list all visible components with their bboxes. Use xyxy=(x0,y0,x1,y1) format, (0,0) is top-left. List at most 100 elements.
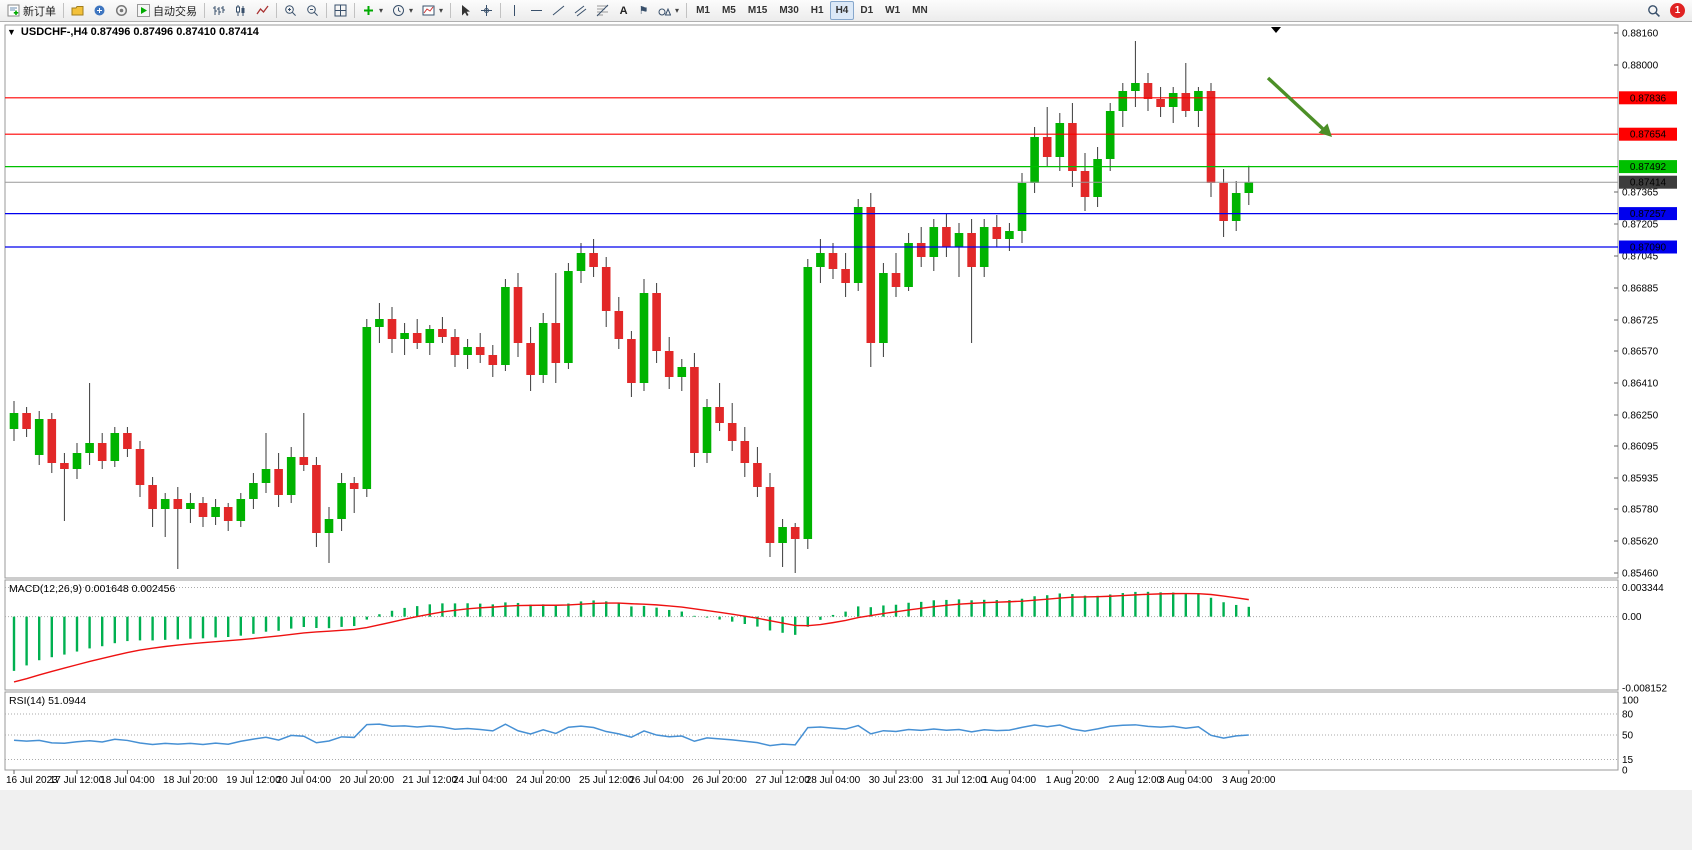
panel-resize-handle[interactable] xyxy=(5,687,1618,695)
indicators-button[interactable]: ▾ xyxy=(358,1,387,20)
bar-chart-button[interactable] xyxy=(208,1,229,20)
candle-body xyxy=(236,499,246,521)
cursor-tool-button[interactable] xyxy=(454,1,475,20)
candle-body xyxy=(816,253,825,267)
new-order-icon xyxy=(7,4,20,17)
notification-badge[interactable]: 1 xyxy=(1670,3,1685,18)
dropdown-caret-icon: ▾ xyxy=(439,6,444,15)
periods-button[interactable]: ▾ xyxy=(388,1,417,20)
dropdown-caret-icon: ▾ xyxy=(379,6,384,15)
toolbar-separator xyxy=(354,3,355,18)
time-axis-label: 1 Aug 20:00 xyxy=(1046,775,1100,786)
templates-button[interactable]: ▾ xyxy=(418,1,447,20)
vertical-line-tool-button[interactable] xyxy=(504,1,525,20)
candle-body xyxy=(664,351,674,377)
trendline-icon xyxy=(552,5,565,16)
chart-shift-marker[interactable] xyxy=(1271,27,1281,33)
price-badge-label: 0.87492 xyxy=(1630,162,1667,173)
price-badge xyxy=(1619,127,1677,141)
price-badge-label: 0.87414 xyxy=(1630,178,1667,189)
timeframe-m15-button[interactable]: M15 xyxy=(747,5,768,16)
macd-indicator-label: MACD(12,26,9) 0.001648 0.002456 xyxy=(9,583,176,595)
text-tool-button[interactable]: A xyxy=(614,1,633,20)
timeframe-m1-button[interactable]: M1 xyxy=(696,5,710,16)
candle-body xyxy=(1143,83,1153,99)
time-axis[interactable] xyxy=(5,770,1618,786)
dropdown-caret-icon: ▾ xyxy=(409,6,414,15)
panel-resize-handle[interactable] xyxy=(5,575,1618,583)
price-badge xyxy=(1619,91,1677,105)
line-chart-button[interactable] xyxy=(252,1,273,20)
price-axis[interactable] xyxy=(1618,25,1692,770)
dropdown-caret-icon: ▾ xyxy=(675,6,680,15)
price-axis-label: 0.86250 xyxy=(1622,411,1659,422)
time-axis-label: 30 Jul 23:00 xyxy=(869,775,924,786)
zoom-out-button[interactable] xyxy=(302,1,323,20)
mql5-community-button[interactable] xyxy=(111,1,132,20)
time-axis-label: 2 Aug 12:00 xyxy=(1109,775,1163,786)
tile-windows-button[interactable] xyxy=(330,1,351,20)
timeframe-h1-button[interactable]: H1 xyxy=(810,5,824,16)
add-indicator-icon xyxy=(364,6,373,15)
rsi-axis-label: 15 xyxy=(1622,755,1634,766)
profiles-button[interactable] xyxy=(67,1,88,20)
shapes-tool-button[interactable]: ▾ xyxy=(654,1,683,20)
autotrade-button[interactable]: 自动交易 xyxy=(133,1,201,20)
fibonacci-tool-button[interactable] xyxy=(592,1,613,20)
chart-window[interactable]: 0.88160 0.88000 0.87365 0.87205 0.87045 0.868… xyxy=(0,22,1692,850)
candle-body xyxy=(135,449,145,485)
time-axis-label: 18 Jul 04:00 xyxy=(100,775,155,786)
candle-body xyxy=(324,519,334,533)
time-axis-label: 3 Aug 20:00 xyxy=(1222,775,1276,786)
time-axis-label: 31 Jul 12:00 xyxy=(932,775,987,786)
channel-tool-button[interactable] xyxy=(570,1,591,20)
candle-body xyxy=(1042,137,1052,157)
horizontal-line-tool-button[interactable] xyxy=(526,1,547,20)
label-tool-button[interactable]: ⚑ xyxy=(634,1,653,20)
candle-body xyxy=(652,293,661,351)
timeframe-mn-button[interactable]: MN xyxy=(912,5,928,16)
chart-canvas[interactable]: 0.88160 0.88000 0.87365 0.87205 0.87045 0.868… xyxy=(0,22,1692,850)
candle-body xyxy=(992,227,1002,239)
candle-body xyxy=(488,355,498,365)
timeframe-d1-button[interactable]: D1 xyxy=(860,5,874,16)
candlestick-chart-button[interactable] xyxy=(230,1,251,20)
candle-body xyxy=(740,441,750,463)
candle-body xyxy=(1168,93,1178,107)
candle-body xyxy=(513,287,523,343)
candle-body xyxy=(1005,231,1014,239)
candle-body xyxy=(274,469,283,495)
bar-chart-icon xyxy=(213,6,225,15)
timeframe-m30-button[interactable]: M30 xyxy=(779,5,799,16)
timeframe-w1-button[interactable]: W1 xyxy=(885,5,901,16)
market-watch-icon xyxy=(94,5,105,16)
new-order-button[interactable]: 新订单 xyxy=(3,1,60,20)
candle-body xyxy=(803,267,813,539)
trendline-tool-button[interactable] xyxy=(548,1,569,20)
macd-axis-label: 0.00 xyxy=(1622,612,1642,623)
one-click-trading-toggle[interactable]: ▼ xyxy=(7,27,16,37)
toolbar-separator xyxy=(500,3,502,18)
search-button[interactable] xyxy=(1643,1,1665,20)
time-axis-label: 24 Jul 20:00 xyxy=(516,775,571,786)
toolbar-separator xyxy=(204,3,205,18)
zoom-in-button[interactable] xyxy=(280,1,301,20)
timeframe-m5-button[interactable]: M5 xyxy=(721,5,736,16)
candle-body xyxy=(34,419,44,455)
rsi-axis-label: 50 xyxy=(1622,731,1634,742)
candle-body xyxy=(1017,183,1027,231)
price-badge-label: 0.87257 xyxy=(1630,209,1667,220)
time-axis-label: 28 Jul 04:00 xyxy=(806,775,861,786)
candle-body xyxy=(589,253,598,267)
candle-body xyxy=(463,347,472,355)
chart-title-bar: ▼ USDCHF-,H4 0.87496 0.87496 0.87410 0.8… xyxy=(7,26,259,38)
candle-body xyxy=(627,339,636,383)
candle-body xyxy=(160,499,170,509)
market-watch-button[interactable] xyxy=(89,1,110,20)
candle-body xyxy=(790,527,800,539)
candle-body xyxy=(85,443,94,453)
timeframe-h4-button[interactable]: H4 xyxy=(829,1,855,20)
crosshair-tool-button[interactable] xyxy=(476,1,497,20)
trend-arrow-annotation[interactable] xyxy=(1266,76,1325,131)
candle-body xyxy=(879,273,888,343)
